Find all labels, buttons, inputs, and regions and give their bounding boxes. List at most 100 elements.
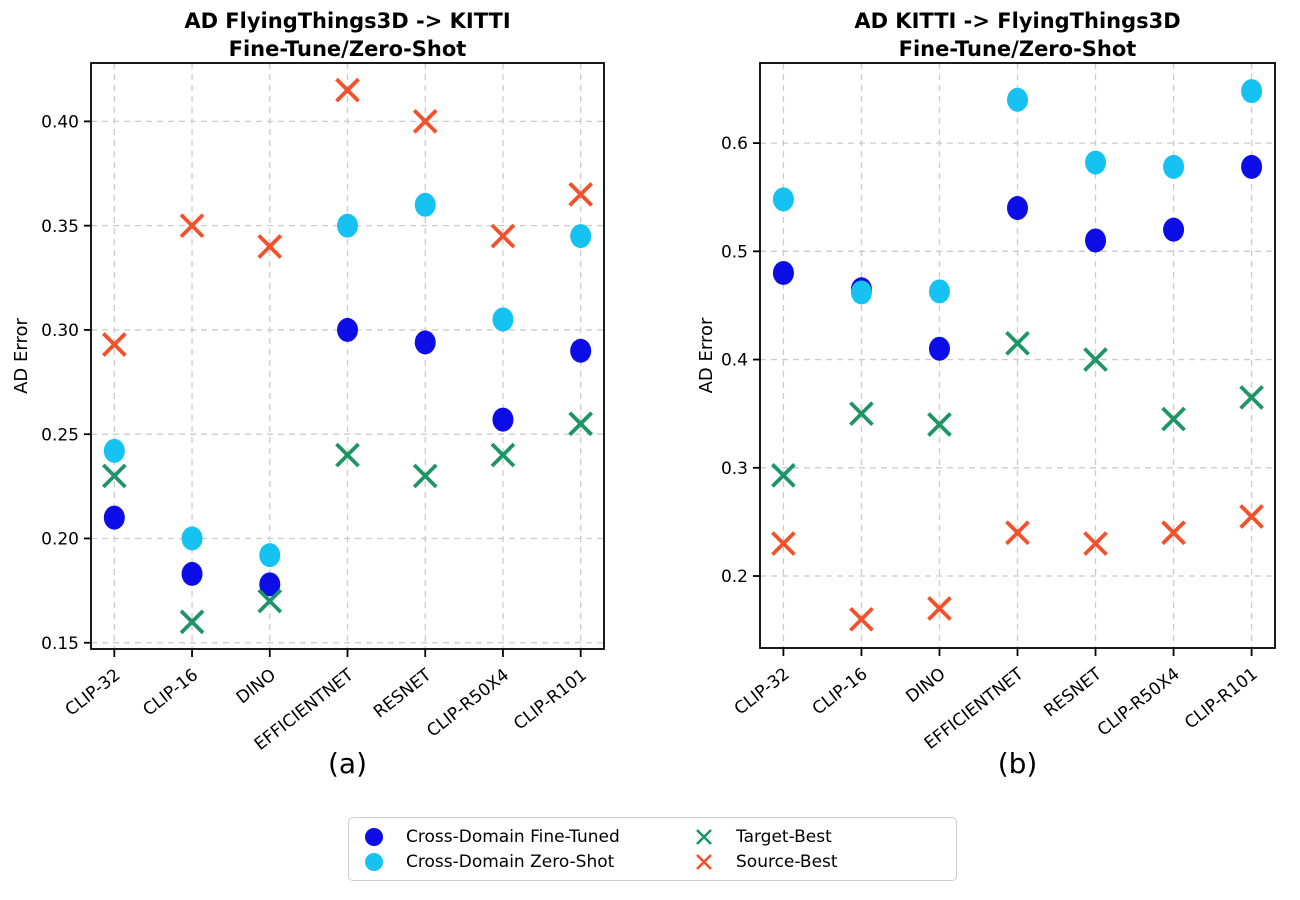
x-tick-label: CLIP-32 — [731, 664, 794, 719]
data-point-circle — [492, 307, 514, 332]
y-tick-label: 0.5 — [721, 242, 748, 262]
data-point-circle — [928, 279, 950, 304]
data-point-x — [1239, 504, 1264, 529]
data-point-circle — [1241, 79, 1263, 104]
legend-x-marker-icon — [696, 828, 712, 845]
subplot-caption: (b) — [998, 747, 1038, 780]
series-source-best — [101, 77, 594, 357]
data-point-x — [927, 596, 952, 621]
x-tick-label: DINO — [233, 665, 280, 708]
series-fine-tuned — [103, 317, 592, 597]
legend-item-target-best: Target-Best — [693, 826, 938, 848]
data-point-x — [927, 412, 952, 437]
series-target-best — [101, 411, 594, 635]
data-point-x — [1239, 385, 1264, 410]
data-point-x — [568, 182, 594, 207]
data-point-x — [1161, 520, 1186, 546]
data-point-x — [1005, 520, 1030, 546]
data-point-circle — [1085, 150, 1107, 175]
x-tick-label: CLIP-16 — [809, 664, 872, 719]
data-point-circle — [772, 260, 794, 285]
data-point-circle — [1241, 154, 1263, 179]
y-tick-label: 0.25 — [41, 425, 79, 445]
data-point-circle — [414, 330, 436, 355]
data-point-circle — [181, 526, 203, 551]
y-tick-label: 0.15 — [41, 634, 79, 654]
legend-marker-shape — [696, 853, 712, 870]
y-tick-label: 0.30 — [41, 321, 79, 341]
y-axis: 0.15 0.20 0.25 0.30 0.35 0.40 — [41, 113, 91, 654]
data-point-x — [257, 588, 283, 614]
data-point-x — [1083, 531, 1108, 556]
legend-label: Target-Best — [736, 826, 832, 847]
data-point-x — [1083, 347, 1108, 372]
data-point-circle — [928, 336, 950, 361]
data-point-x — [179, 213, 205, 239]
legend-label: Cross-Domain Fine-Tuned — [406, 826, 620, 847]
y-tick-label: 0.6 — [721, 134, 748, 154]
legend-item-source-best: Source-Best — [693, 851, 938, 873]
legend-label: Source-Best — [736, 851, 838, 872]
data-point-x — [490, 223, 516, 249]
data-point-circle — [1163, 154, 1185, 179]
y-axis-label: AD Error — [696, 317, 717, 393]
legend-marker-shape — [696, 828, 712, 845]
data-point-x — [257, 234, 283, 259]
data-point-x — [1161, 406, 1186, 432]
x-tick-label: DINO — [902, 664, 949, 707]
y-axis: 0.2 0.3 0.4 0.5 0.6 — [721, 134, 760, 587]
legend-x-marker-icon — [696, 853, 712, 870]
data-point-x — [849, 401, 874, 427]
y-tick-label: 0.20 — [41, 530, 79, 550]
x-tick-label: CLIP-R101 — [1181, 664, 1262, 733]
data-point-x — [335, 442, 360, 468]
data-point-x — [179, 609, 205, 635]
y-tick-label: 0.35 — [41, 217, 79, 237]
data-point-circle — [414, 192, 436, 217]
chart-a-canvas: 0.15 0.20 0.25 0.30 0.35 0.40 CLIP-32 CLIP-16 DI… — [11, 62, 605, 780]
chart-a-title: AD FlyingThings3D -> KITTI Fine-Tune/Zer… — [184, 9, 511, 61]
x-tick-label: RESNET — [1040, 664, 1106, 722]
data-point-circle — [492, 407, 514, 432]
legend-marker-shape — [365, 852, 383, 871]
data-point-circle — [259, 543, 281, 568]
legend: Cross-Domain Fine-Tuned Cross-Domain Zero… — [348, 817, 957, 881]
data-point-x — [490, 442, 516, 468]
series-target-best — [771, 330, 1264, 488]
chart-b-title: AD KITTI -> FlyingThings3D Fine-Tune/Zer… — [854, 9, 1181, 61]
data-point-x — [1005, 330, 1030, 356]
data-point-x — [101, 332, 127, 357]
series-zero-shot — [103, 192, 592, 568]
data-point-x — [771, 531, 796, 556]
data-point-circle — [337, 317, 358, 342]
data-point-circle — [570, 224, 592, 249]
data-point-circle — [1163, 217, 1185, 242]
data-point-circle — [1085, 228, 1107, 253]
legend-item-fine-tuned: Cross-Domain Fine-Tuned — [363, 826, 693, 848]
data-point-circle — [181, 561, 203, 586]
data-point-circle — [570, 338, 592, 363]
data-point-circle — [1007, 196, 1028, 221]
data-point-x — [101, 463, 127, 489]
y-tick-label: 0.2 — [721, 567, 748, 587]
x-tick-label: CLIP-32 — [62, 665, 125, 720]
data-point-circle — [259, 572, 281, 597]
legend-item-zero-shot: Cross-Domain Zero-Shot — [363, 851, 693, 873]
data-point-x — [335, 77, 360, 103]
data-point-circle — [103, 505, 125, 530]
data-point-x — [568, 411, 594, 437]
data-point-circle — [103, 438, 125, 463]
data-point-x — [771, 463, 796, 488]
series-zero-shot — [772, 79, 1263, 305]
legend-marker-shape — [365, 827, 383, 846]
y-tick-label: 0.3 — [721, 459, 748, 479]
data-point-x — [412, 109, 438, 134]
data-point-x — [412, 463, 438, 489]
data-point-x — [849, 606, 874, 632]
legend-circle-marker-icon — [365, 827, 383, 846]
gridlines — [760, 63, 1275, 648]
x-tick-label: RESNET — [370, 665, 436, 723]
